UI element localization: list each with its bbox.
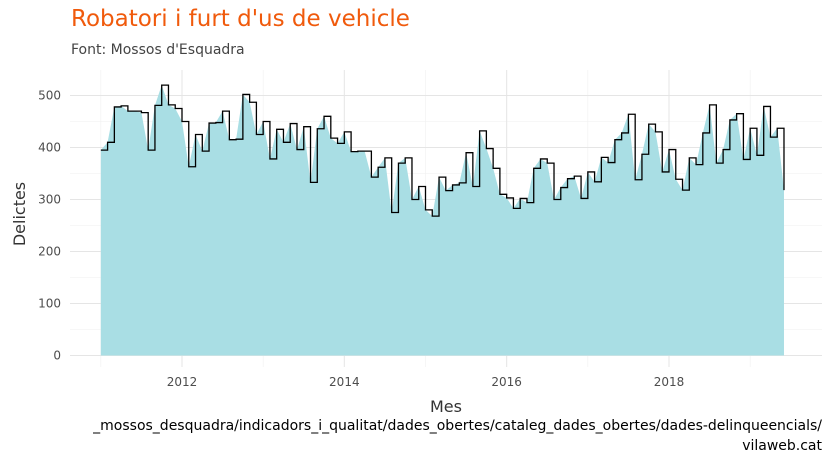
chart-subtitle: Font: Mossos d'Esquadra <box>71 42 245 58</box>
y-tick-label: 300 <box>38 193 61 207</box>
data-step-line <box>100 84 785 217</box>
x-axis-ticks: 2012 2014 2016 2018 <box>167 375 685 389</box>
x-axis-title: Mes <box>430 397 462 416</box>
y-tick-label: 500 <box>38 89 61 103</box>
x-tick-label: 2012 <box>167 375 198 389</box>
y-tick-label: 200 <box>38 245 61 259</box>
x-tick-label: 2018 <box>654 375 685 389</box>
chart-title: Robatori i furt d'us de vehicle <box>71 6 410 32</box>
y-tick-label: 0 <box>53 349 61 363</box>
source-url-caption: _mossos_desquadra/indicadors_i_qualitat/… <box>93 418 822 434</box>
y-tick-label: 100 <box>38 297 61 311</box>
site-credit-caption: vilaweb.cat <box>742 438 822 454</box>
y-axis-title: Delictes <box>10 182 29 246</box>
data-area <box>100 85 784 356</box>
y-axis-ticks: 0 100 200 300 400 500 <box>38 89 61 363</box>
x-tick-label: 2014 <box>329 375 360 389</box>
x-tick-label: 2016 <box>491 375 522 389</box>
y-tick-label: 400 <box>38 141 61 155</box>
